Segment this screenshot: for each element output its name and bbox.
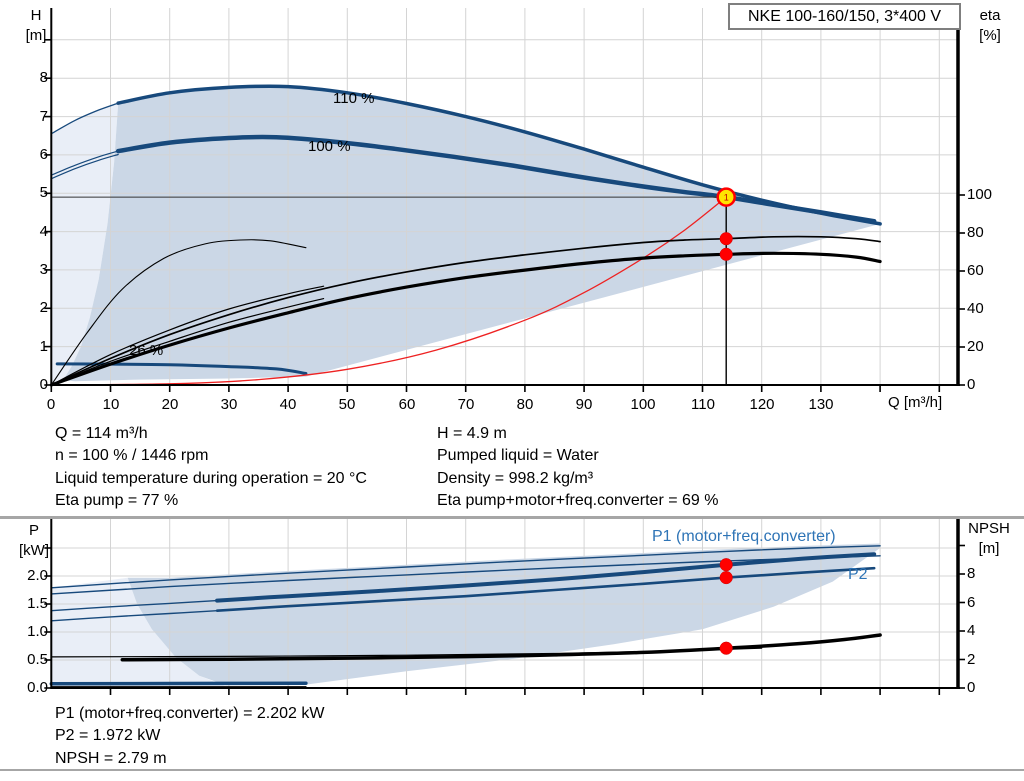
- value-dot-marker: [719, 571, 733, 585]
- chart-top: 1: [44, 8, 965, 392]
- p2-curve-label: P2: [848, 566, 868, 583]
- speed-26-label: 26 %: [129, 342, 164, 359]
- h-axis-title-line2: [m]: [25, 27, 47, 44]
- curve-p1-110-curve: [50, 545, 881, 589]
- area-envelope-pale: [51, 103, 119, 385]
- curve-eta-pump-strand: [50, 285, 325, 386]
- curve-speed-110-curve: [116, 84, 882, 226]
- eta-axis-title-line1: eta: [979, 7, 1001, 24]
- duty-point-marker: [716, 187, 736, 207]
- chart-separator-rule: [0, 516, 1024, 519]
- p-axis-title: P [kW]: [10, 521, 58, 561]
- p-axis-title-line1: P: [28, 522, 39, 539]
- curve-p2-100-curve: [215, 566, 876, 612]
- curve-eta-arc-low-speed: [50, 239, 307, 386]
- pump-name-box: NKE 100-160/150, 3*400 V: [728, 3, 961, 30]
- curve-speed-100-lead-b: [50, 153, 119, 180]
- info-h: H = 4.9 m: [437, 425, 507, 442]
- area-envelope-main: [63, 86, 881, 382]
- info-eta-pump: Eta pump = 77 %: [55, 492, 179, 510]
- curve-system-curve: [50, 196, 727, 386]
- info-pumped-liquid: Pumped liquid = Water: [437, 447, 599, 465]
- p-axis-title-line2: [kW]: [19, 542, 49, 559]
- info-speed: n = 100 % / 1446 rpm: [55, 447, 209, 465]
- eta-axis-title: eta [%]: [964, 6, 1016, 46]
- info-eta-total: Eta pump+motor+freq.converter = 69 %: [437, 492, 719, 510]
- info-q: Q = 114 m³/h: [55, 425, 148, 442]
- info-npsh: NPSH = 2.79 m: [55, 749, 167, 767]
- curve-speed-100-curve: [115, 134, 877, 224]
- duty-info-left: Q = 114 m³/h n = 100 % / 1446 rpm Liquid…: [55, 423, 367, 513]
- h-axis-title: H [m]: [14, 6, 58, 46]
- speed-110-label: 110 %: [333, 90, 375, 107]
- curve-speed-110-lead: [50, 102, 119, 135]
- curve-eta-pump-curve: [50, 235, 881, 386]
- info-p2: P2 = 1.972 kW: [55, 727, 161, 745]
- npsh-axis-title-line1: NPSH: [968, 520, 1010, 537]
- bottom-rule: [0, 769, 1024, 771]
- curve-eta-total-curve: [49, 251, 882, 387]
- chart-bot: [44, 518, 965, 695]
- curve-npsh-curve: [120, 633, 882, 662]
- curve-p-26-curve: [49, 681, 308, 686]
- p1-curve-label: P1 (motor+freq.converter): [652, 528, 836, 545]
- info-p1: P1 (motor+freq.converter) = 2.202 kW: [55, 705, 325, 722]
- curve-p1-100-lead: [50, 599, 218, 612]
- eta-axis-title-line2: [%]: [979, 27, 1001, 44]
- curve-eta-total-strand: [50, 298, 325, 386]
- curve-p1-100-curve: [215, 552, 877, 603]
- curve-p2-100-lead: [50, 610, 218, 622]
- npsh-axis-title-line2: [m]: [978, 540, 1000, 557]
- value-dot-marker: [719, 232, 733, 246]
- speed-100-label: 100 %: [308, 138, 351, 155]
- area-envelope-main: [127, 543, 881, 686]
- curve-speed-100-lead-a: [50, 150, 119, 176]
- h-axis-title-line1: H: [30, 7, 42, 24]
- q-axis-title: Q [m³/h]: [888, 394, 943, 411]
- curve-speed-26-curve: [55, 362, 308, 375]
- npsh-axis-title: NPSH [m]: [956, 519, 1022, 559]
- info-liquid-temp: Liquid temperature during operation = 20…: [55, 469, 367, 487]
- power-info: P1 (motor+freq.converter) = 2.202 kW P2 …: [55, 703, 324, 770]
- info-density: Density = 998.2 kg/m³: [437, 469, 594, 487]
- value-dot-marker: [719, 247, 733, 261]
- value-dot-marker: [719, 558, 733, 572]
- duty-info-right: H = 4.9 m Pumped liquid = Water Density …: [437, 423, 718, 513]
- duty-point-number: 1: [724, 193, 729, 203]
- value-dot-marker: [719, 641, 733, 655]
